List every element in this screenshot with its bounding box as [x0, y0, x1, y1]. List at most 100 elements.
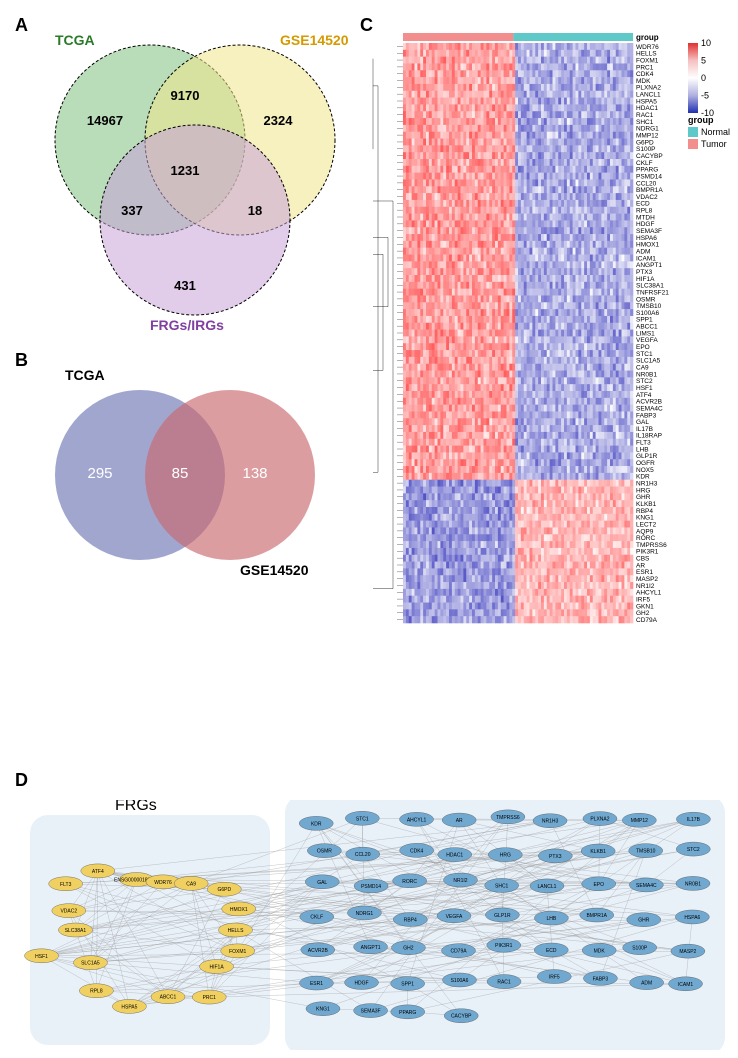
heatmap-cell [469, 186, 472, 193]
heatmap-cell [489, 391, 492, 398]
heatmap-cell [541, 330, 544, 337]
heatmap-cell [509, 425, 512, 432]
heatmap-cell [610, 330, 613, 337]
heatmap-cell [498, 193, 501, 200]
heatmap-cell [547, 139, 550, 146]
heatmap-cell [544, 336, 547, 343]
heatmap-cell [593, 111, 596, 118]
heatmap-cell [455, 452, 458, 459]
heatmap-cell [613, 186, 616, 193]
heatmap-cell [504, 411, 507, 418]
heatmap-cell [472, 104, 475, 111]
heatmap-cell [461, 125, 464, 132]
heatmap-cell [547, 343, 550, 350]
heatmap-cell [604, 70, 607, 77]
heatmap-cell [504, 118, 507, 125]
heatmap-cell [475, 50, 478, 57]
heatmap-cell [478, 398, 481, 405]
heatmap-cell [616, 391, 619, 398]
heatmap-cell [475, 275, 478, 282]
heatmap-cell [530, 139, 533, 146]
heatmap-cell [593, 261, 596, 268]
heatmap-cell [458, 173, 461, 180]
heatmap-cell [616, 282, 619, 289]
heatmap-cell [627, 282, 630, 289]
heatmap-cell [435, 84, 438, 91]
heatmap-cell [440, 377, 443, 384]
heatmap-cell [576, 63, 579, 70]
heatmap-cell [532, 405, 535, 412]
heatmap-cell [475, 255, 478, 262]
heatmap-cell [481, 377, 484, 384]
heatmap-cell [532, 57, 535, 64]
heatmap-cell [624, 452, 627, 459]
heatmap-cell [555, 384, 558, 391]
heatmap-cell [550, 418, 553, 425]
heatmap-cell [512, 336, 515, 343]
heatmap-cell [538, 255, 541, 262]
heatmap-cell [409, 261, 412, 268]
heatmap-cell [472, 57, 475, 64]
heatmap-cell [443, 405, 446, 412]
heatmap-cell [478, 432, 481, 439]
heatmap-cell [587, 234, 590, 241]
heatmap-cell [438, 132, 441, 139]
heatmap-cell [498, 268, 501, 275]
heatmap-cell [544, 377, 547, 384]
heatmap-cell [492, 255, 495, 262]
heatmap-cell [581, 350, 584, 357]
heatmap-cell [578, 446, 581, 453]
heatmap-cell [558, 405, 561, 412]
heatmap-cell [590, 132, 593, 139]
heatmap-cell [415, 330, 418, 337]
heatmap-cell [426, 200, 429, 207]
heatmap-cell [406, 104, 409, 111]
heatmap-cell [463, 139, 466, 146]
heatmap-cell [527, 309, 530, 316]
heatmap-cell [624, 336, 627, 343]
heatmap-cell [564, 255, 567, 262]
heatmap-cell [501, 104, 504, 111]
heatmap-cell [587, 98, 590, 105]
heatmap-cell [524, 179, 527, 186]
heatmap-cell [446, 207, 449, 214]
heatmap-cell [429, 452, 432, 459]
heatmap-cell [578, 166, 581, 173]
heatmap-cell [446, 57, 449, 64]
heatmap-cell [486, 309, 489, 316]
heatmap-cell [415, 111, 418, 118]
heatmap-cell [484, 207, 487, 214]
heatmap-cell [524, 316, 527, 323]
heatmap-cell [535, 118, 538, 125]
heatmap-cell [567, 186, 570, 193]
heatmap-cell [570, 411, 573, 418]
heatmap-cell [521, 234, 524, 241]
heatmap-cell [443, 111, 446, 118]
heatmap-cell [581, 377, 584, 384]
heatmap-cell [515, 432, 518, 439]
heatmap-cell [417, 261, 420, 268]
heatmap-cell [489, 295, 492, 302]
heatmap-cell [570, 336, 573, 343]
heatmap-cell [622, 84, 625, 91]
heatmap-cell [458, 43, 461, 50]
heatmap-cell [518, 323, 521, 330]
heatmap-cell [538, 159, 541, 166]
heatmap-cell [469, 439, 472, 446]
heatmap-cell [409, 425, 412, 432]
heatmap-cell [547, 43, 550, 50]
heatmap-cell [455, 200, 458, 207]
heatmap-cell [484, 50, 487, 57]
heatmap-cell [486, 452, 489, 459]
heatmap-cell [573, 377, 576, 384]
heatmap-cell [469, 384, 472, 391]
heatmap-cell [619, 241, 622, 248]
heatmap-cell [570, 295, 573, 302]
heatmap-cell [435, 91, 438, 98]
heatmap-cell [429, 193, 432, 200]
heatmap-cell [498, 173, 501, 180]
heatmap-cell [567, 248, 570, 255]
heatmap-cell [478, 173, 481, 180]
heatmap-cell [435, 159, 438, 166]
heatmap-cell [624, 125, 627, 132]
